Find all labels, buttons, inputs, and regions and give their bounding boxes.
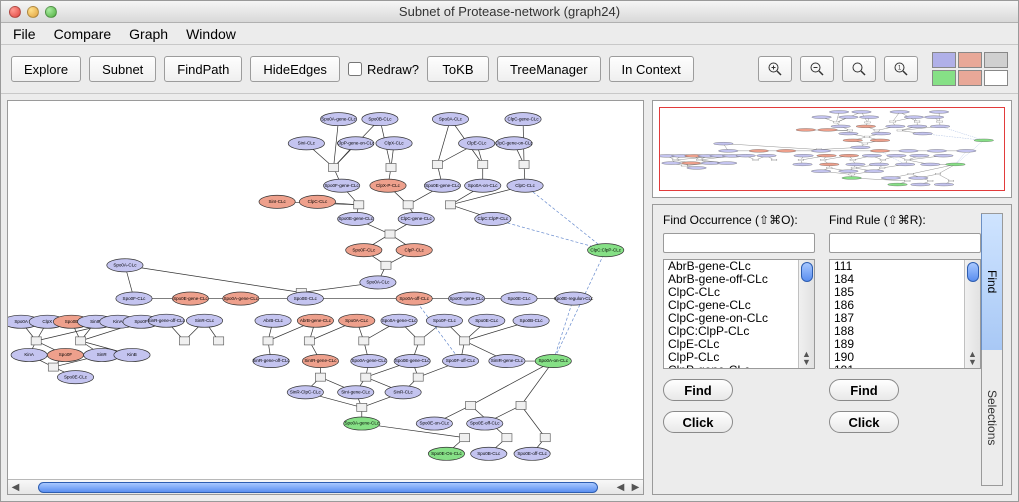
side-tabs: Find Selections (981, 213, 1003, 486)
menu-file[interactable]: File (13, 26, 36, 42)
list-item[interactable]: ClpE-CLc (664, 338, 798, 351)
scroll-left-icon[interactable]: ◀ (8, 480, 23, 495)
color-swatches (932, 52, 1008, 86)
minimap[interactable] (652, 100, 1012, 198)
list-item[interactable]: ClpC:ClpP-CLc (664, 325, 798, 338)
zoom-in-button[interactable] (758, 56, 792, 82)
tokb-button[interactable]: ToKB (427, 56, 489, 82)
list-item[interactable]: 188 (830, 325, 964, 338)
findpath-button[interactable]: FindPath (164, 56, 242, 82)
incontext-button[interactable]: In Context (609, 56, 694, 82)
redraw-checkbox-input[interactable] (348, 62, 362, 76)
graph-pane[interactable]: Spo0A-gene-CLcSpo0B-CLcSpo0A-CLcClpC-gen… (7, 100, 644, 495)
rule-scrollbar[interactable]: ▲▼ (964, 260, 980, 368)
list-item[interactable]: ClpC-CLc (664, 286, 798, 299)
list-item[interactable]: ClpC-gene-CLc (664, 299, 798, 312)
list-item[interactable]: AbrB-gene-off-CLc (664, 273, 798, 286)
scroll-right-icon[interactable]: ▶ (628, 480, 643, 495)
zoom-fit-button[interactable] (842, 56, 876, 82)
list-item[interactable]: ClpC-gene-on-CLc (664, 312, 798, 325)
menu-compare[interactable]: Compare (54, 26, 112, 42)
find-occurrence-label: Find Occurrence (⇧⌘O): (663, 213, 815, 227)
scroll-left2-icon[interactable]: ◀ (613, 480, 628, 495)
list-item[interactable]: AbrB-gene-CLc (664, 260, 798, 273)
color-swatch[interactable] (958, 52, 982, 68)
horizontal-scrollbar[interactable]: ◀ ◀ ▶ (8, 479, 643, 494)
toolbar: Explore Subnet FindPath HideEdges Redraw… (1, 45, 1018, 94)
find-occurrence-input[interactable] (663, 233, 815, 253)
list-item[interactable]: 185 (830, 286, 964, 299)
color-swatch[interactable] (984, 70, 1008, 86)
close-icon[interactable] (9, 6, 21, 18)
hideedges-button[interactable]: HideEdges (250, 56, 340, 82)
zoom-icon[interactable] (45, 6, 57, 18)
occurrence-listbox[interactable]: AbrB-gene-CLcAbrB-gene-off-CLcClpC-CLcCl… (663, 259, 815, 369)
tab-find[interactable]: Find (981, 214, 1002, 350)
find-occurrence-column: Find Occurrence (⇧⌘O): AbrB-gene-CLcAbrB… (663, 213, 815, 486)
list-item[interactable]: ClpP-CLc (664, 351, 798, 364)
color-swatch[interactable] (932, 70, 956, 86)
rule-listbox[interactable]: 111184185186187188189190191 ▲▼ (829, 259, 981, 369)
list-item[interactable]: 189 (830, 338, 964, 351)
occurrence-click-button[interactable]: Click (663, 411, 733, 433)
rule-click-button[interactable]: Click (829, 411, 899, 433)
find-rule-input[interactable] (829, 233, 981, 253)
occurrence-find-button[interactable]: Find (663, 379, 733, 401)
menubar: File Compare Graph Window (1, 23, 1018, 45)
list-item[interactable]: 191 (830, 364, 964, 368)
tab-selections[interactable]: Selections (981, 350, 1002, 486)
list-item[interactable]: 184 (830, 273, 964, 286)
zoom-out-button[interactable] (800, 56, 834, 82)
find-rule-column: Find Rule (⇧⌘R): 11118418518618718818919… (829, 213, 981, 486)
color-swatch[interactable] (958, 70, 982, 86)
scrollbar-thumb[interactable] (38, 482, 598, 493)
subnet-button[interactable]: Subnet (89, 56, 156, 82)
explore-button[interactable]: Explore (11, 56, 81, 82)
occurrence-scrollbar[interactable]: ▲▼ (798, 260, 814, 368)
rule-find-button[interactable]: Find (829, 379, 899, 401)
find-panel: Find Occurrence (⇧⌘O): AbrB-gene-CLcAbrB… (652, 204, 1012, 495)
redraw-checkbox[interactable]: Redraw? (348, 62, 419, 77)
treemanager-button[interactable]: TreeManager (497, 56, 601, 82)
titlebar: Subnet of Protease-network (graph24) (1, 1, 1018, 23)
color-swatch[interactable] (984, 52, 1008, 68)
find-rule-label: Find Rule (⇧⌘R): (829, 213, 981, 227)
zoom-reset-button[interactable]: 1 (884, 56, 918, 82)
minimize-icon[interactable] (27, 6, 39, 18)
list-item[interactable]: 187 (830, 312, 964, 325)
list-item[interactable]: 111 (830, 260, 964, 273)
color-swatch[interactable] (932, 52, 956, 68)
menu-graph[interactable]: Graph (129, 26, 168, 42)
graph-canvas[interactable]: Spo0A-gene-CLcSpo0B-CLcSpo0A-CLcClpC-gen… (8, 101, 643, 479)
list-item[interactable]: ClpP-gene-CLc (664, 364, 798, 368)
menu-window[interactable]: Window (186, 26, 236, 42)
svg-text:1: 1 (898, 66, 902, 72)
list-item[interactable]: 186 (830, 299, 964, 312)
list-item[interactable]: 190 (830, 351, 964, 364)
window-title: Subnet of Protease-network (graph24) (1, 4, 1018, 19)
